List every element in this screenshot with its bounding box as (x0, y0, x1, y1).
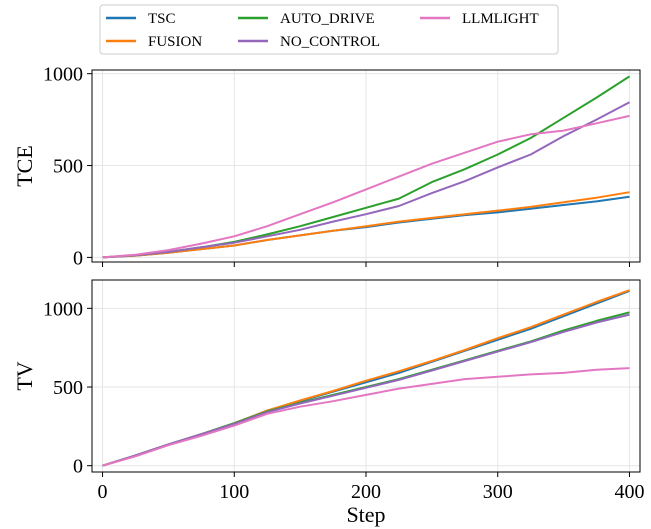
tce-panel: 0 500 1000 TCE (12, 64, 641, 269)
tv-y-tick-label: 500 (53, 377, 83, 399)
legend-label-fusion: FUSION (148, 34, 202, 50)
x-tick-label: 300 (483, 481, 513, 503)
legend-label-no-control: NO_CONTROL (280, 34, 380, 50)
tv-panel: 0 100 200 300 400 0 500 1000 TV Step (12, 279, 644, 527)
tce-y-tick-label: 0 (73, 247, 83, 269)
legend-label-auto-drive: AUTO_DRIVE (280, 11, 375, 27)
legend-label-llmlight: LLMLIGHT (462, 11, 539, 27)
tv-series-no-control (102, 313, 630, 467)
tce-grid (92, 70, 640, 262)
tce-ticks: 0 500 1000 (43, 64, 630, 269)
tce-series-no-control (102, 101, 630, 259)
legend-label-tsc: TSC (148, 11, 176, 27)
tv-ticks: 0 100 200 300 400 0 500 1000 (43, 298, 644, 503)
tv-series-group (102, 289, 630, 467)
tce-series-fusion (102, 191, 630, 259)
tce-ylabel: TCE (12, 145, 37, 187)
tv-ylabel: TV (12, 361, 37, 390)
x-axis-label: Step (346, 502, 385, 527)
tv-series-llmlight (102, 367, 630, 467)
tce-y-tick-label: 1000 (43, 64, 83, 86)
tv-y-tick-label: 0 (73, 456, 83, 478)
tce-series-group (102, 75, 631, 259)
tce-series-llmlight (102, 114, 630, 259)
x-tick-label: 200 (351, 481, 381, 503)
x-tick-label: 400 (614, 481, 644, 503)
x-tick-label: 100 (219, 481, 249, 503)
legend: TSC AUTO_DRIVE LLMLIGHT FUSION NO_CONTROL (106, 11, 539, 50)
tce-y-tick-label: 500 (53, 156, 83, 178)
tv-y-tick-label: 1000 (43, 298, 83, 320)
x-tick-label: 0 (98, 481, 108, 503)
